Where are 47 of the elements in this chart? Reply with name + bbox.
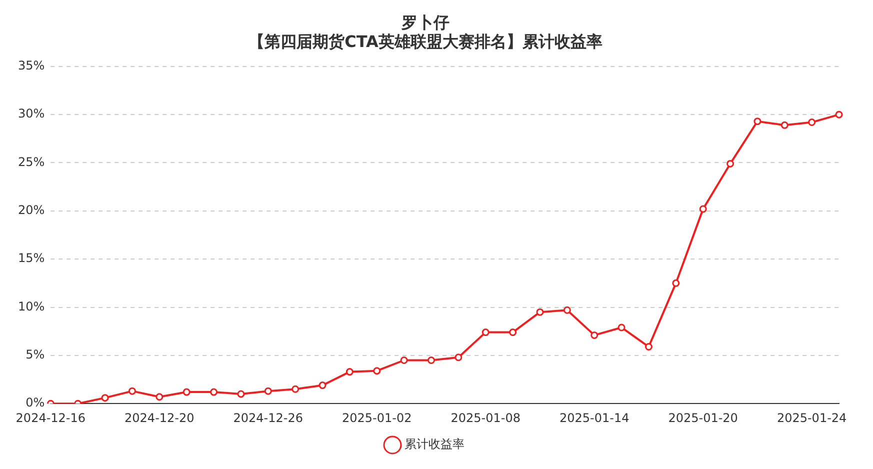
chart-subtitle: 【第四届期货CTA英雄联盟大赛排名】累计收益率 (248, 32, 602, 51)
point (346, 368, 354, 376)
point (808, 118, 816, 126)
y-tick-label: 15% (18, 251, 45, 266)
x-tick-label: 2024-12-20 (124, 410, 194, 425)
x-tick-label: 2025-01-02 (342, 410, 412, 425)
y-tick-label: 35% (18, 58, 45, 73)
point (373, 367, 381, 375)
point (292, 385, 300, 393)
y-tick-label: 30% (18, 106, 45, 121)
point (536, 308, 544, 316)
legend-label: 累计收益率 (404, 437, 464, 452)
point (210, 388, 218, 396)
y-tick-label: 5% (26, 348, 45, 362)
y-tick-label: 0% (26, 396, 45, 410)
point (427, 356, 435, 364)
y-tick-label: 20% (18, 203, 45, 218)
point (590, 331, 598, 339)
point (237, 390, 245, 398)
y-tick-label: 10% (18, 299, 45, 314)
point (754, 118, 762, 126)
point (726, 160, 734, 168)
x-tick-label: 2024-12-16 (16, 410, 86, 425)
x-tick-label: 2024-12-26 (233, 410, 304, 425)
point (835, 110, 843, 118)
point (672, 279, 680, 287)
point (156, 393, 164, 401)
point (454, 354, 462, 362)
point (780, 121, 788, 129)
point (400, 356, 408, 364)
point (563, 306, 571, 314)
point (182, 388, 190, 396)
point (509, 328, 517, 336)
point (318, 382, 326, 390)
point (264, 387, 272, 395)
point (482, 328, 490, 336)
x-tick-label: 2025-01-08 (450, 410, 520, 425)
point (699, 205, 707, 213)
x-tick-label: 2025-01-20 (668, 410, 738, 425)
x-tick-label: 2025-01-14 (559, 410, 630, 425)
point (101, 394, 109, 402)
chart-title: 罗卜仔 (400, 12, 450, 32)
y-tick-label: 25% (18, 154, 45, 169)
point (618, 324, 626, 332)
point (644, 343, 652, 351)
x-tick-label: 2025-01-24 (776, 410, 847, 425)
point (128, 387, 136, 395)
